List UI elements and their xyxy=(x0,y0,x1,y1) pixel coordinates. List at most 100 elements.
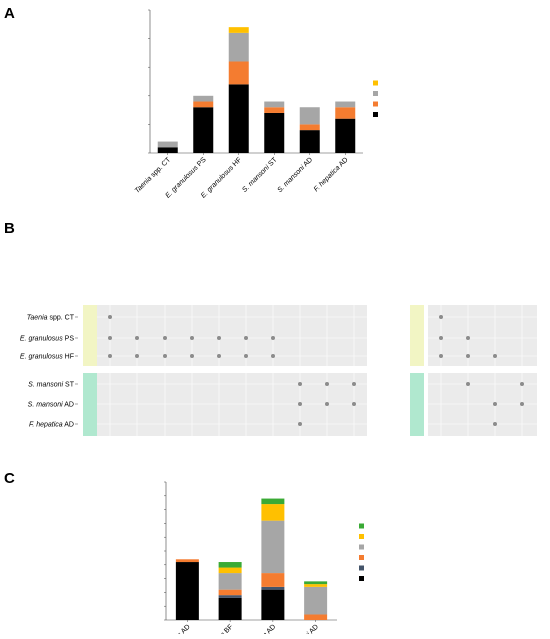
strip-cestoda-0 xyxy=(83,305,97,366)
bar-cestoda-or-trematoda-s-mansoni-st xyxy=(264,112,285,153)
bar-platyhelminths-e-granulosus-hf xyxy=(228,32,249,62)
x-tick-label-e-granulosus-hf: E. granulosus HF xyxy=(200,156,243,199)
dot-s-mansoni-ad-og1-5-036074 xyxy=(352,402,356,406)
dot-s-mansoni-st-og1-5-030814 xyxy=(298,382,302,386)
dot-e-granulosus-ps-og1-5-036995 xyxy=(271,336,275,340)
legend-swatch-parasitic-nematodes xyxy=(359,555,364,560)
bar-clade-a-suum-bf xyxy=(218,595,242,598)
legend-swatch-genus-species xyxy=(359,576,364,581)
dot-e-granulosus-hf-og1-5-035591 xyxy=(135,354,139,358)
bar-nematodes-h-bakeri-ad xyxy=(304,586,328,615)
row-label-s-mansoni-ad: S. mansoni AD xyxy=(28,401,74,408)
dot-taenia-spp-ct-og1-5-023852 xyxy=(439,315,443,319)
bar-parasitic-platyhelminths-s-mansoni-ad xyxy=(299,124,320,131)
row-label-f-hepatica-ad: F. hepatica AD xyxy=(29,421,74,428)
strip-cestoda-1 xyxy=(410,305,424,366)
dot-e-granulosus-hf-og1-5-023852 xyxy=(439,354,443,358)
dot-e-granulosus-ps-og1-5-036831 xyxy=(108,336,112,340)
panel-label-c: C xyxy=(4,470,15,487)
bar-vertebrates-a-suum-ad xyxy=(261,498,285,505)
panel-bg-trematoda-1 xyxy=(428,373,537,436)
row-label-e-granulosus-hf: E. granulosus HF xyxy=(20,353,74,360)
bar-parasitic-platyhelminths-e-granulosus-ps xyxy=(193,101,214,108)
dot-s-mansoni-ad-og1-5-010119 xyxy=(493,402,497,406)
bar-helminths-e-granulosus-hf xyxy=(228,27,249,33)
x-tick-label-a-suum-bf: A. suum BF xyxy=(203,623,235,634)
bar-parasitic-platyhelminths-s-mansoni-st xyxy=(264,107,285,113)
legend-swatch-clade xyxy=(359,565,364,571)
bar-cestoda-or-trematoda-f-hepatica-ad xyxy=(335,118,356,153)
dot-s-mansoni-ad-og1-5-030814 xyxy=(298,402,302,406)
bar-parasitic-nematodes-t-muris-ad xyxy=(175,559,199,563)
legend-swatch-parasitic-platyhelminths xyxy=(373,101,378,107)
bar-cestoda-or-trematoda-s-mansoni-ad xyxy=(299,130,320,153)
bar-platyhelminths-s-mansoni-st xyxy=(264,101,285,108)
x-tick-label-t-muris-ad: T. muris AD xyxy=(161,623,191,634)
bar-platyhelminths-s-mansoni-ad xyxy=(299,107,320,125)
dot-e-granulosus-ps-og1-5-019591 xyxy=(217,336,221,340)
bar-helminths-a-suum-bf xyxy=(218,567,242,574)
chart-b: Taenia spp. CT E. granulosus PS E. granulo… xyxy=(20,305,537,436)
dot-e-granulosus-hf-og1-5-036831 xyxy=(108,354,112,358)
dot-e-granulosus-ps-og1-5-037097 xyxy=(163,336,167,340)
bar-parasitic-nematodes-a-suum-bf xyxy=(218,589,242,596)
bar-platyhelminths-taenia-spp-ct xyxy=(157,141,178,148)
bar-vertebrates-h-bakeri-ad xyxy=(304,581,328,585)
row-label-e-granulosus-ps: E. granulosus PS xyxy=(20,335,74,342)
legend-swatch-helminths xyxy=(373,80,378,86)
dot-e-granulosus-ps-og1-5-036800 xyxy=(244,336,248,340)
bar-helminths-a-suum-ad xyxy=(261,504,285,521)
bar-genus-species-a-suum-ad xyxy=(261,589,285,620)
panel-label-a: A xyxy=(4,5,15,22)
bar-cestoda-or-trematoda-e-granulosus-hf xyxy=(228,84,249,153)
x-tick-label-a-suum-ad: A. suum AD xyxy=(245,623,277,634)
bar-parasitic-nematodes-h-bakeri-ad xyxy=(304,614,328,620)
bar-genus-species-a-suum-bf xyxy=(218,597,242,620)
dot-f-hepatica-ad-og1-5-010119 xyxy=(493,422,497,426)
bar-helminths-h-bakeri-ad xyxy=(304,584,328,587)
bar-clade-a-suum-ad xyxy=(261,586,285,590)
dot-s-mansoni-st-og1-5-048996 xyxy=(325,382,329,386)
bar-cestoda-or-trematoda-e-granulosus-ps xyxy=(193,107,214,153)
legend-swatch-vertebrates xyxy=(359,523,364,529)
row-label-s-mansoni-st: S. mansoni ST xyxy=(28,381,75,388)
bar-platyhelminths-f-hepatica-ad xyxy=(335,101,356,108)
bar-platyhelminths-e-granulosus-ps xyxy=(193,95,214,102)
dot-e-granulosus-hf-og1-5-037097 xyxy=(163,354,167,358)
dot-e-granulosus-ps-og1-5-021756 xyxy=(190,336,194,340)
bar-nematodes-a-suum-bf xyxy=(218,573,242,590)
legend-swatch-nematodes xyxy=(359,544,364,550)
dot-e-granulosus-hf-og1-5-010119 xyxy=(493,354,497,358)
dot-e-granulosus-hf-og1-5-021756 xyxy=(190,354,194,358)
legend-swatch-platyhelminths xyxy=(373,91,378,96)
bar-genus-species-t-muris-ad xyxy=(175,562,199,620)
dot-s-mansoni-st-og1-5-009264 xyxy=(520,382,524,386)
strip-trematoda-0 xyxy=(83,373,97,436)
dot-s-mansoni-st-og1-5-036074 xyxy=(352,382,356,386)
dot-e-granulosus-ps-og1-5-023852 xyxy=(439,336,443,340)
legend-swatch-cestoda-or-trematoda xyxy=(373,112,378,117)
chart-a: Taenia spp. CTE. granulosus PSE. granulo… xyxy=(134,9,378,200)
strip-trematoda-1 xyxy=(410,373,424,436)
panel-bg-cestoda-1 xyxy=(428,305,537,366)
bar-vertebrates-a-suum-bf xyxy=(218,562,242,568)
dot-e-granulosus-hf-og1-5-019591 xyxy=(217,354,221,358)
dot-e-granulosus-ps-og1-5-024098 xyxy=(466,336,470,340)
bar-cestoda-or-trematoda-taenia-spp-ct xyxy=(157,147,178,153)
bar-parasitic-nematodes-a-suum-ad xyxy=(261,573,285,587)
dot-e-granulosus-hf-og1-5-024098 xyxy=(466,354,470,358)
bar-parasitic-platyhelminths-f-hepatica-ad xyxy=(335,107,356,119)
dot-e-granulosus-ps-og1-5-035591 xyxy=(135,336,139,340)
x-tick-label-s-mansoni-ad: S. mansoni AD xyxy=(276,156,314,194)
dot-e-granulosus-hf-og1-5-036800 xyxy=(244,354,248,358)
dot-f-hepatica-ad-og1-5-030814 xyxy=(298,422,302,426)
x-tick-label-f-hepatica-ad: F. hepatica AD xyxy=(313,156,350,193)
panel-label-b: B xyxy=(4,220,15,237)
x-tick-label-h-bakeri-ad: H. bakeri AD xyxy=(287,623,320,634)
x-tick-label-s-mansoni-st: S. mansoni ST xyxy=(241,156,279,194)
chart-c: T. muris AD A. suum BF A. suum AD H. bakeri… xyxy=(161,481,364,639)
bar-parasitic-platyhelminths-e-granulosus-hf xyxy=(228,61,249,85)
bar-nematodes-a-suum-ad xyxy=(261,520,285,574)
legend-swatch-helminths xyxy=(359,534,364,539)
